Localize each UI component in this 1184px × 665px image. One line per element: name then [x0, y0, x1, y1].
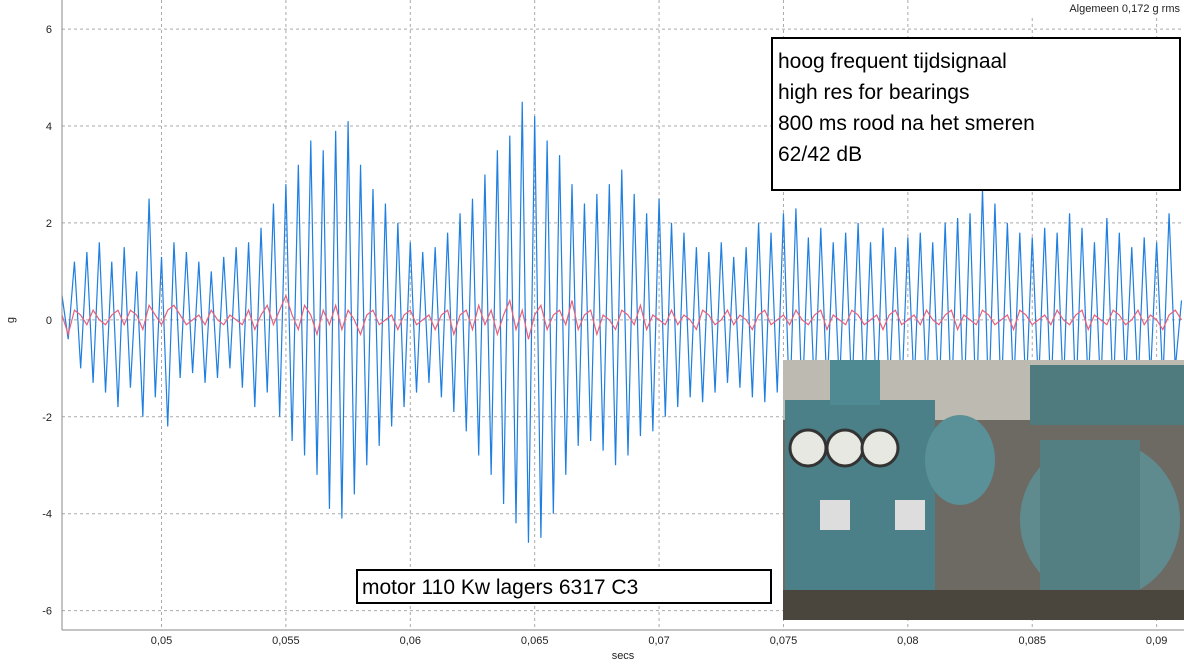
x-tick-label: 0,05 — [151, 635, 172, 647]
x-tick-label: 0,09 — [1146, 635, 1167, 647]
x-tick-label: 0,055 — [272, 635, 300, 647]
chart: -6 -4 -2 0 2 4 6 0,05 0,055 0,06 0,065 0,07 0,075 0,0… — [0, 0, 1184, 665]
photo — [783, 360, 1184, 620]
y-tick-label: -2 — [42, 412, 52, 424]
x-tick-label: 0,075 — [770, 635, 798, 647]
y-tick-label: 4 — [46, 121, 52, 133]
y-tick-label: 6 — [46, 24, 52, 36]
x-tick-label: 0,08 — [897, 635, 918, 647]
annotation-line: 800 ms rood na het smeren — [778, 112, 1035, 135]
x-axis-label: secs — [612, 650, 635, 662]
header-text: Algemeen 0,172 g rms — [1069, 3, 1180, 15]
y-tick-label: -4 — [42, 509, 52, 521]
annotation-line: 62/42 dB — [778, 143, 862, 166]
x-tick-label: 0,085 — [1018, 635, 1046, 647]
y-tick-label: -6 — [42, 606, 52, 618]
y-tick-label: 2 — [46, 218, 52, 230]
x-tick-label: 0,065 — [521, 635, 549, 647]
y-axis-label: g — [5, 317, 17, 323]
annotation-line: high res for bearings — [778, 81, 969, 104]
x-tick-label: 0,06 — [400, 635, 421, 647]
y-tick-label: 0 — [46, 315, 52, 327]
annotation-line: hoog frequent tijdsignaal — [778, 50, 1007, 73]
annotation-text: motor 110 Kw lagers 6317 C3 — [362, 576, 638, 599]
x-tick-label: 0,07 — [648, 635, 669, 647]
